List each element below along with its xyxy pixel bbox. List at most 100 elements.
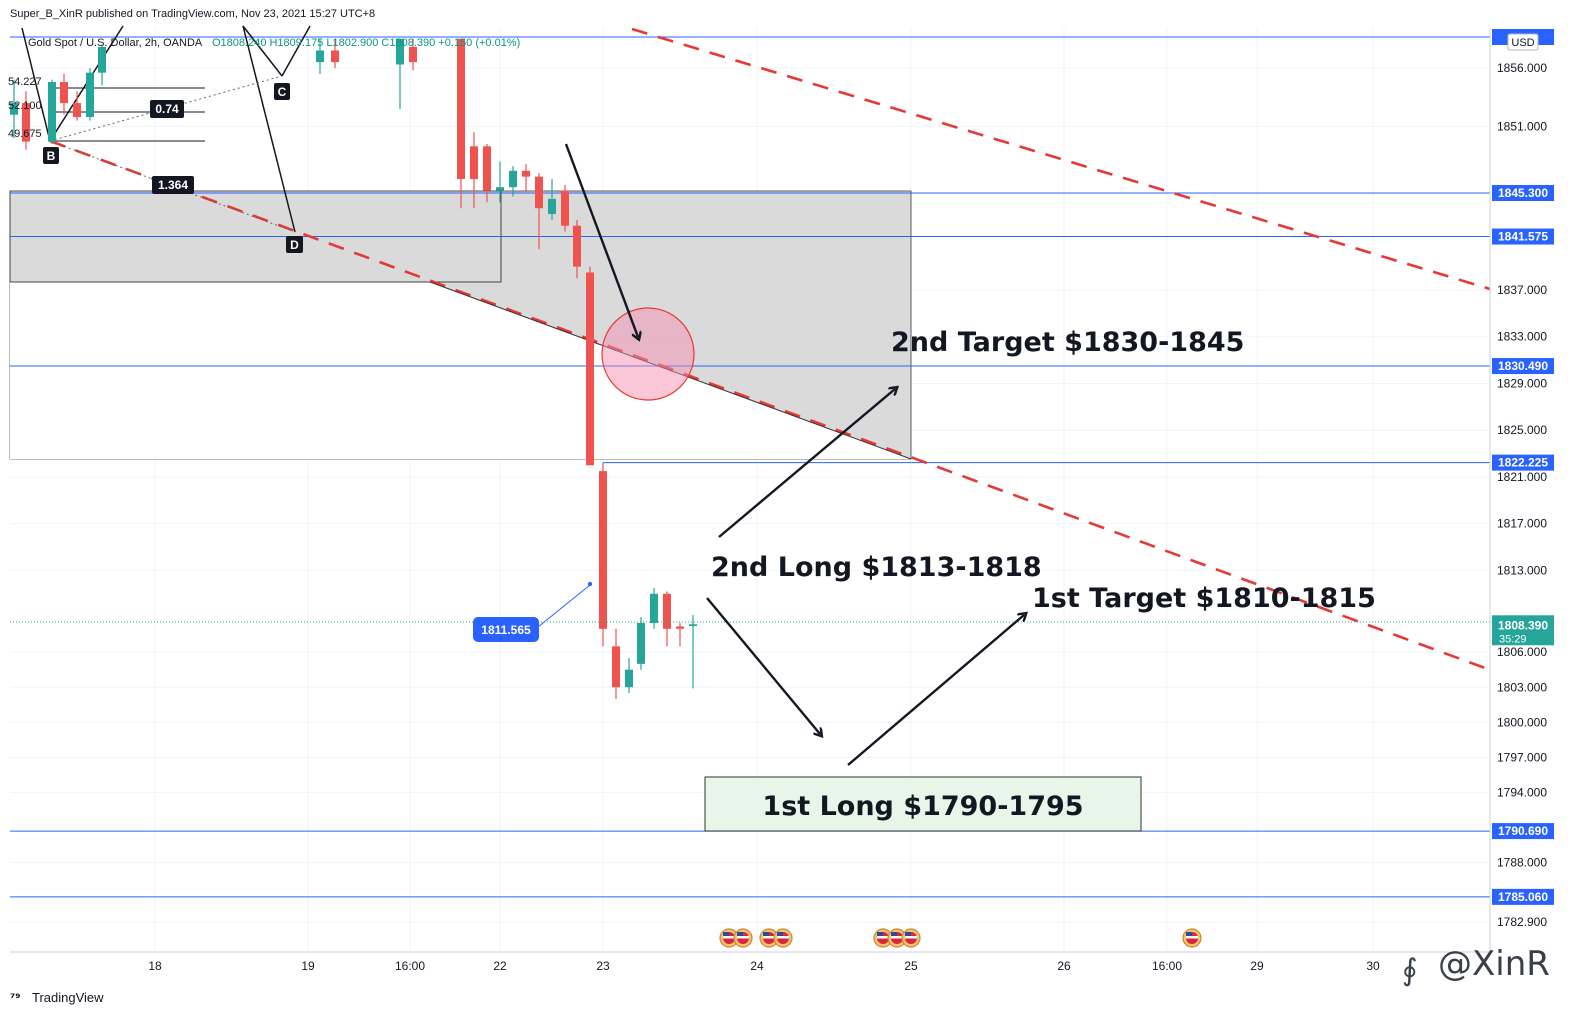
price-level-tag-text: 1785.060 — [1498, 890, 1548, 904]
time-tick-label: 19 — [301, 959, 315, 973]
price-tick-label: 1803.000 — [1497, 680, 1547, 694]
last-price-text: 1808.390 — [1498, 618, 1548, 632]
arrow-to-circle[interactable] — [564, 143, 638, 337]
candle[interactable] — [10, 79, 18, 139]
candle-body — [573, 225, 581, 267]
candle[interactable] — [612, 628, 620, 699]
time-tick-label: 16:00 — [1152, 959, 1182, 973]
fib-level-label: 52.100 — [8, 100, 42, 112]
us-flag-event-icon[interactable] — [733, 928, 753, 948]
candle[interactable] — [548, 178, 556, 220]
last-price-tag[interactable] — [1492, 615, 1554, 646]
trendline-upper[interactable] — [631, 27, 1491, 291]
candle-body — [470, 146, 478, 179]
pattern-leg — [242, 25, 296, 233]
first-long-box[interactable] — [704, 776, 1142, 832]
tradingview-brand-text: TradingView — [32, 990, 104, 1005]
candle[interactable] — [86, 68, 94, 121]
candle[interactable] — [599, 465, 607, 647]
ratio-074-box — [150, 100, 184, 118]
candle[interactable] — [22, 91, 30, 150]
horizontal-levels — [10, 36, 1490, 898]
tradingview-brand[interactable]: ⁷⁹ TradingView — [10, 990, 104, 1005]
countdown-text: 35:29 — [1499, 633, 1527, 645]
candle[interactable] — [637, 617, 645, 670]
candle-body — [535, 176, 543, 209]
candle[interactable] — [522, 163, 530, 191]
ratio-074-label: 0.74 — [155, 102, 179, 116]
arrow-to-second-target[interactable] — [718, 389, 895, 538]
us-flag-event-icon[interactable] — [1182, 928, 1202, 948]
candle[interactable] — [483, 143, 491, 203]
pattern-leg — [281, 25, 311, 77]
candle-body — [409, 46, 417, 63]
candle[interactable] — [396, 38, 404, 109]
time-axis[interactable]: 18 19 16:00 22 23 24 25 26 16:00 29 30 — [148, 959, 1380, 973]
price-level-tag[interactable] — [1492, 185, 1554, 202]
candle[interactable] — [316, 38, 324, 74]
candle-body — [483, 146, 491, 191]
price-tick-label: 1797.000 — [1497, 750, 1547, 764]
candle[interactable] — [689, 615, 697, 689]
candle[interactable] — [496, 161, 504, 203]
time-tick-label: 23 — [596, 959, 610, 973]
candle[interactable] — [676, 622, 684, 647]
arrow-to-first-long[interactable] — [706, 597, 820, 734]
us-flag-event-icon[interactable] — [773, 928, 793, 948]
candle-body — [676, 626, 684, 629]
us-flag-event-icon[interactable] — [719, 928, 739, 948]
candle[interactable] — [573, 219, 581, 279]
candle[interactable] — [409, 38, 417, 71]
candle-body — [10, 103, 18, 115]
time-tick-label: 29 — [1250, 959, 1264, 973]
economic-events[interactable] — [719, 928, 1202, 948]
tradingview-logo-icon: ⁷⁹ — [10, 991, 21, 1005]
candle[interactable] — [586, 266, 594, 466]
candle[interactable] — [48, 79, 56, 144]
us-flag-event-icon[interactable] — [887, 928, 907, 948]
first-long-annotation: 1st Long $1790-1795 — [762, 791, 1083, 822]
candle[interactable] — [509, 166, 517, 197]
fib-level-label: 54.227 — [8, 76, 42, 88]
price-axis[interactable]: 1856.000 1851.000 1837.000 1833.000 1829.000… — [1492, 29, 1554, 929]
candle[interactable] — [535, 173, 543, 250]
price-level-tag[interactable] — [1492, 228, 1554, 245]
price-level-tag[interactable] — [1492, 888, 1554, 905]
symbol-line[interactable]: Gold Spot / U.S. Dollar, 2h, OANDA — [28, 37, 203, 49]
arrow-to-first-target[interactable] — [847, 615, 1024, 766]
price-level-tag[interactable] — [1492, 358, 1554, 375]
price-level-tag[interactable] — [1492, 823, 1554, 840]
candle[interactable] — [625, 658, 633, 694]
candle[interactable] — [331, 38, 339, 68]
price-callout-text: 1811.565 — [481, 623, 531, 637]
currency-badge[interactable] — [1507, 33, 1539, 51]
price-tick-label: 1856.000 — [1497, 61, 1547, 75]
candle-body — [599, 471, 607, 629]
candle[interactable] — [457, 38, 465, 209]
candle[interactable] — [470, 132, 478, 209]
candle[interactable] — [98, 44, 106, 86]
candle[interactable] — [60, 73, 68, 115]
price-tick-label: 1806.000 — [1497, 645, 1547, 659]
candle-body — [561, 190, 569, 226]
price-callout-box[interactable] — [473, 617, 539, 642]
candle-body — [663, 593, 671, 629]
candlestick-series[interactable] — [10, 38, 697, 699]
candle-body — [496, 187, 504, 191]
candle[interactable] — [561, 184, 569, 232]
time-tick-label: 30 — [1366, 959, 1380, 973]
us-flag-event-icon[interactable] — [759, 928, 779, 948]
price-tick-label: 1837.000 — [1497, 283, 1547, 297]
candle-body — [625, 669, 633, 688]
price-level-tag-text: 1822.225 — [1498, 456, 1548, 470]
time-tick-label: 16:00 — [395, 959, 425, 973]
candle[interactable] — [650, 587, 658, 629]
trendline-lower[interactable] — [49, 139, 1486, 670]
price-level-tag[interactable] — [1492, 454, 1554, 471]
highlight-circle[interactable] — [601, 307, 695, 401]
candle[interactable] — [73, 91, 81, 121]
us-flag-event-icon[interactable] — [901, 928, 921, 948]
time-tick-label: 25 — [904, 959, 918, 973]
candle[interactable] — [663, 591, 671, 647]
